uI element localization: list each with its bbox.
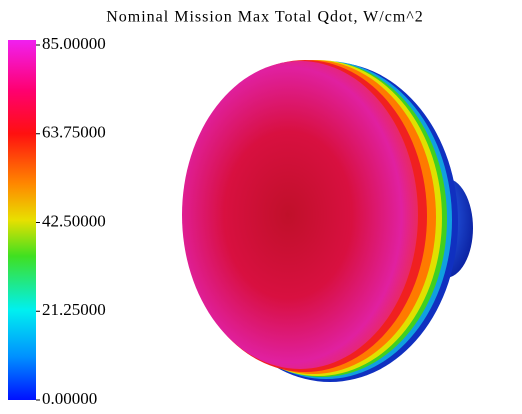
heatshield-render (182, 60, 473, 382)
tick-label: 0.00000 (42, 389, 97, 408)
title: Nominal Mission Max Total Qdot, W/cm^2 (106, 9, 424, 26)
colorbar (8, 40, 36, 400)
tick-label: 21.25000 (42, 300, 106, 319)
tick-label: 85.00000 (42, 34, 106, 53)
tick-label: 42.50000 (42, 211, 106, 230)
view: Nominal Mission Max Total Qdot, W/cm^2 8… (0, 0, 522, 414)
tick-label: 63.75000 (42, 123, 106, 142)
